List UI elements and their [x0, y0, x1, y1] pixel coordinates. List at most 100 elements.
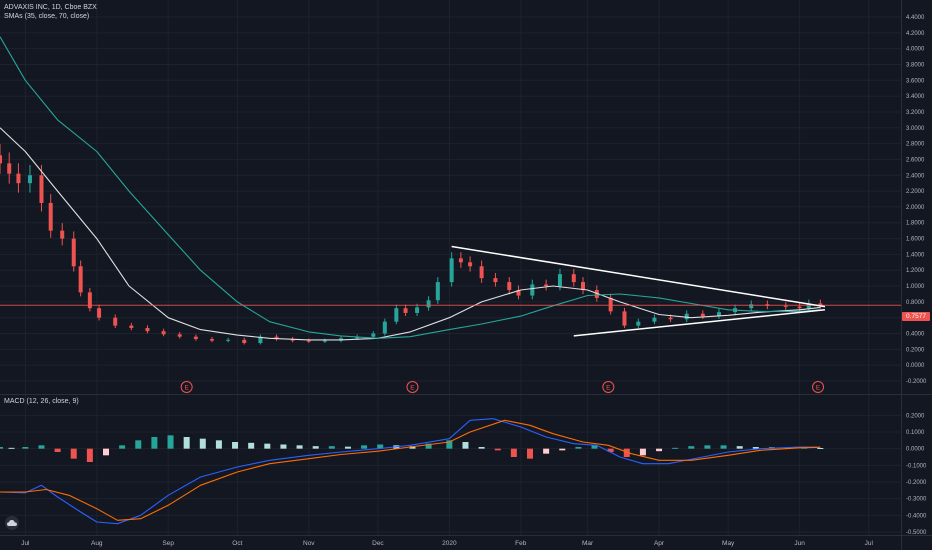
candle-body[interactable]	[468, 262, 473, 267]
macd-histogram-bar	[377, 444, 384, 449]
candle-body[interactable]	[113, 317, 118, 326]
macd-histogram-bar	[296, 445, 303, 449]
macd-histogram-bar	[38, 445, 45, 449]
candle-body[interactable]	[700, 313, 705, 317]
candle-body[interactable]	[226, 339, 231, 341]
macd-histogram-bar	[361, 445, 368, 449]
macd-legend[interactable]: MACD (12, 26, close, 9)	[4, 398, 79, 405]
candle-body[interactable]	[530, 284, 535, 296]
upper-trendline[interactable]	[451, 245, 826, 308]
price-tick-label: 1.6000	[906, 237, 925, 243]
sma-70-line[interactable]	[0, 36, 821, 339]
earnings-e-icon	[602, 381, 615, 393]
candle-body[interactable]	[129, 325, 134, 328]
macd-histogram-bar	[215, 440, 222, 449]
candle-body[interactable]	[7, 163, 12, 174]
candle-body[interactable]	[544, 284, 549, 287]
candle-body[interactable]	[193, 336, 198, 340]
candle-body[interactable]	[608, 297, 613, 312]
price-tick-label: -0.2000	[906, 379, 927, 385]
candle-body[interactable]	[684, 313, 689, 320]
candle-body[interactable]	[210, 339, 214, 341]
price-axis[interactable]: 4.4000 4.2000 4.0000 3.8000 3.6000 3.4000 3.20…	[906, 15, 927, 385]
candle-body[interactable]	[403, 308, 408, 313]
candle-body[interactable]	[636, 321, 641, 326]
candle-body[interactable]	[78, 266, 83, 293]
time-tick-label: Jul	[865, 540, 874, 547]
price-tick-label: 3.4000	[906, 94, 925, 100]
macd-pane[interactable]	[0, 418, 824, 525]
candle-body[interactable]	[322, 340, 327, 342]
sma-35-line[interactable]	[0, 127, 821, 341]
candle-body[interactable]	[516, 290, 521, 296]
price-tick-label: 3.0000	[906, 126, 925, 132]
candle-body[interactable]	[749, 304, 754, 309]
lower-trendline[interactable]	[573, 309, 826, 337]
macd-histogram-bar	[543, 448, 550, 454]
candle-body[interactable]	[668, 317, 673, 320]
candle-body[interactable]	[493, 278, 498, 283]
candle-body[interactable]	[258, 336, 263, 344]
candle-body[interactable]	[306, 340, 311, 342]
signal-line[interactable]	[0, 419, 821, 521]
macd-tick-label: -0.1000	[906, 463, 927, 469]
candle-body[interactable]	[274, 336, 279, 340]
candle-body[interactable]	[818, 303, 823, 306]
candle-body[interactable]	[507, 282, 512, 290]
macd-histogram-bar	[280, 444, 287, 449]
price-pane[interactable]	[0, 36, 901, 345]
candle-body[interactable]	[145, 327, 150, 332]
candle-body[interactable]	[161, 331, 166, 335]
candle-body[interactable]	[48, 202, 53, 231]
macd-axis[interactable]: 0.2000 0.1000 0.0000 -0.1000 -0.2000 -0.3000 -…	[906, 413, 927, 536]
candle-body[interactable]	[242, 339, 247, 344]
candle-body[interactable]	[371, 333, 376, 337]
candle-body[interactable]	[806, 303, 811, 309]
candle-body[interactable]	[71, 238, 76, 267]
candle-body[interactable]	[87, 292, 92, 309]
macd-histogram-bar	[462, 442, 469, 449]
macd-histogram-bar	[151, 437, 158, 449]
time-axis[interactable]: Jul Aug Sep Oct Nov Dec 2020 Feb Mar Apr May Jun Jul	[21, 540, 873, 547]
candle-body[interactable]	[177, 334, 182, 337]
time-tick-label: Jun	[794, 540, 805, 547]
candle-body[interactable]	[27, 175, 32, 184]
candle-body[interactable]	[16, 173, 21, 184]
candle-body[interactable]	[97, 308, 102, 318]
candle-body[interactable]	[716, 312, 721, 317]
candle-body[interactable]	[458, 258, 463, 263]
candle-body[interactable]	[394, 308, 399, 322]
macd-tick-label: -0.3000	[906, 497, 927, 503]
macd-tick-label: -0.5000	[906, 530, 927, 536]
price-tick-label: 1.4000	[906, 252, 925, 258]
last-price-tag: 0.7577	[902, 312, 930, 321]
macd-tick-label: 0.1000	[906, 430, 925, 436]
price-tick-label: 1.8000	[906, 221, 925, 227]
candle-body[interactable]	[557, 274, 562, 287]
candle-body[interactable]	[0, 155, 2, 164]
candle-body[interactable]	[39, 175, 44, 203]
tradingview-cloud-icon[interactable]	[5, 516, 19, 530]
macd-line[interactable]	[0, 418, 821, 525]
symbol-title[interactable]: ADVAXIS INC, 1D, Cboe BZX	[4, 4, 97, 11]
candle-body[interactable]	[797, 306, 802, 309]
candle-body[interactable]	[622, 311, 627, 326]
time-tick-label: Feb	[515, 540, 527, 547]
candle-body[interactable]	[479, 266, 484, 279]
candle-body[interactable]	[435, 282, 440, 301]
candle-body[interactable]	[382, 321, 387, 334]
candle-body[interactable]	[426, 300, 431, 308]
candle-body[interactable]	[783, 305, 788, 307]
candle-body[interactable]	[449, 258, 454, 283]
candle-body[interactable]	[60, 230, 65, 239]
candle-body[interactable]	[571, 274, 576, 283]
sma-legend[interactable]: SMAs (35, close, 70, close)	[4, 13, 90, 20]
macd-histogram-bar	[446, 440, 453, 449]
earnings-label: E	[410, 384, 415, 391]
candle-body[interactable]	[581, 282, 585, 290]
candle-body[interactable]	[290, 339, 295, 341]
price-tick-label: 2.2000	[906, 189, 925, 195]
candle-body[interactable]	[652, 317, 657, 322]
candle-body[interactable]	[415, 307, 420, 313]
